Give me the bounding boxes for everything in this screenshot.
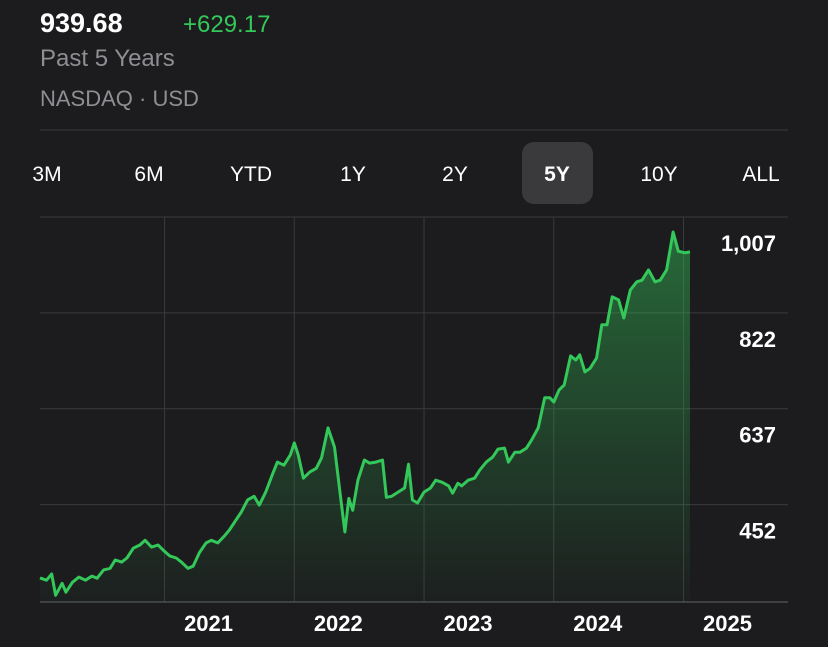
tab[interactable]: ALL — [742, 163, 779, 186]
x-tick-label: 2021 — [184, 611, 233, 636]
x-tick-label: 2025 — [703, 611, 752, 636]
tab[interactable]: 5Y — [544, 163, 570, 186]
y-tick-label: 452 — [739, 519, 776, 544]
area-fill — [40, 232, 690, 602]
tab[interactable]: 10Y — [640, 163, 677, 186]
change: +629.17 — [183, 11, 270, 38]
period: Past 5 Years — [40, 45, 175, 72]
tab[interactable]: 6M — [134, 163, 163, 186]
tab[interactable]: YTD — [230, 163, 272, 186]
tab-highlight — [522, 142, 593, 204]
exchange: NASDAQ · USD — [40, 86, 199, 111]
y-tick-label: 1,007 — [721, 231, 776, 256]
y-tick-label: 637 — [739, 423, 776, 448]
chart: 452 637 822 1,007 2021 2022 2023 2024 2025 — [39, 216, 788, 636]
x-tick-label: 2023 — [444, 611, 493, 636]
tab[interactable]: 1Y — [340, 163, 366, 186]
y-tick-label: 822 — [739, 327, 776, 352]
tab[interactable]: 2Y — [442, 163, 468, 186]
price-line — [39, 230, 691, 597]
x-tick-label: 2022 — [314, 611, 363, 636]
x-tick-label: 2024 — [573, 611, 623, 636]
range-tabs: 3M 6M YTD 1Y 2Y 5Y 10Y ALL — [32, 142, 780, 204]
price: 939.68 — [40, 8, 123, 38]
tab[interactable]: 3M — [32, 163, 61, 186]
